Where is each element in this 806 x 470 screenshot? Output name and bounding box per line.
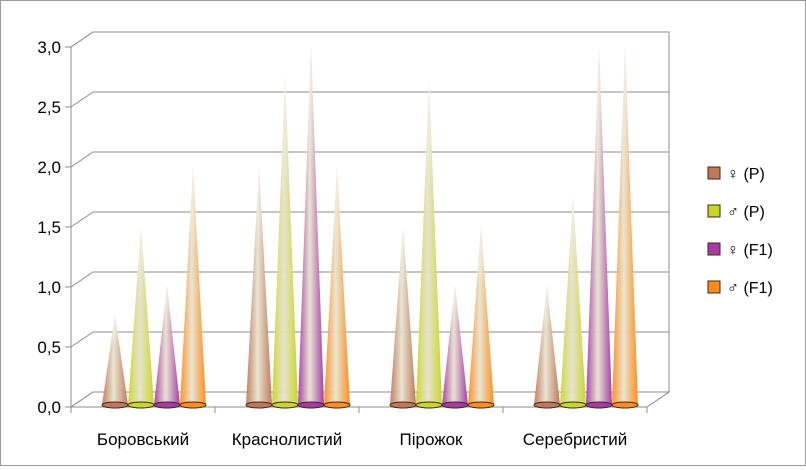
cone-bar xyxy=(101,315,129,409)
gridline-side xyxy=(70,31,94,48)
y-tick-label: 2,5 xyxy=(37,98,61,117)
category-label: Серебристий xyxy=(523,430,627,449)
x-axis: Боровський Краснолистий Пірожок Серебристий xyxy=(70,406,648,449)
y-tick-label: 1,0 xyxy=(37,278,61,297)
category-label: Краснолистий xyxy=(232,430,342,449)
legend-label: ♂ (P) xyxy=(727,204,765,221)
legend-item: ♂ (P) xyxy=(707,204,765,221)
gridline-side xyxy=(70,271,94,288)
cone-bar xyxy=(389,225,417,409)
gridline-side xyxy=(70,391,94,408)
gridline-side xyxy=(70,331,94,348)
cone-bar xyxy=(611,45,639,409)
cone-bar xyxy=(271,75,299,409)
cone-bar xyxy=(127,225,155,409)
legend-item: ♂ (F1) xyxy=(707,280,773,297)
cone-bar xyxy=(245,165,273,409)
y-tick-label: 3,0 xyxy=(37,38,61,57)
bars xyxy=(101,45,639,409)
legend: ♀ (P) ♂ (P) ♀ (F1) ♂ (F1) xyxy=(707,166,773,297)
legend-item: ♀ (F1) xyxy=(707,242,773,259)
legend-swatch xyxy=(707,280,721,294)
legend-label: ♀ (P) xyxy=(727,166,765,183)
y-tick-label: 2,0 xyxy=(37,158,61,177)
cone-bar xyxy=(297,45,325,409)
legend-label: ♀ (F1) xyxy=(727,242,773,259)
y-tick-label: 1,5 xyxy=(37,218,61,237)
cone-bar xyxy=(179,165,207,409)
y-tick-label: 0,5 xyxy=(37,338,61,357)
gridline-side xyxy=(70,91,94,108)
cone-bar xyxy=(467,225,495,409)
cone-bar xyxy=(323,165,351,409)
cone-bar xyxy=(585,45,613,409)
gridline-side xyxy=(70,151,94,168)
legend-label: ♂ (F1) xyxy=(727,280,773,297)
legend-swatch xyxy=(707,204,721,218)
category-label: Пірожок xyxy=(400,430,464,449)
cone-bar xyxy=(153,285,181,409)
cone-bar xyxy=(441,285,469,409)
legend-swatch xyxy=(707,166,721,180)
legend-swatch xyxy=(707,242,721,256)
legend-item: ♀ (P) xyxy=(707,166,765,183)
gridline-side xyxy=(70,211,94,228)
cone-bar xyxy=(559,195,587,409)
y-tick-label: 0,0 xyxy=(37,398,61,417)
category-label: Боровський xyxy=(97,430,189,449)
cone-bar xyxy=(415,81,443,409)
y-axis: 0,0 0,5 1,0 1,5 2,0 2,5 3,0 xyxy=(37,38,72,417)
cone-bar xyxy=(533,285,561,409)
